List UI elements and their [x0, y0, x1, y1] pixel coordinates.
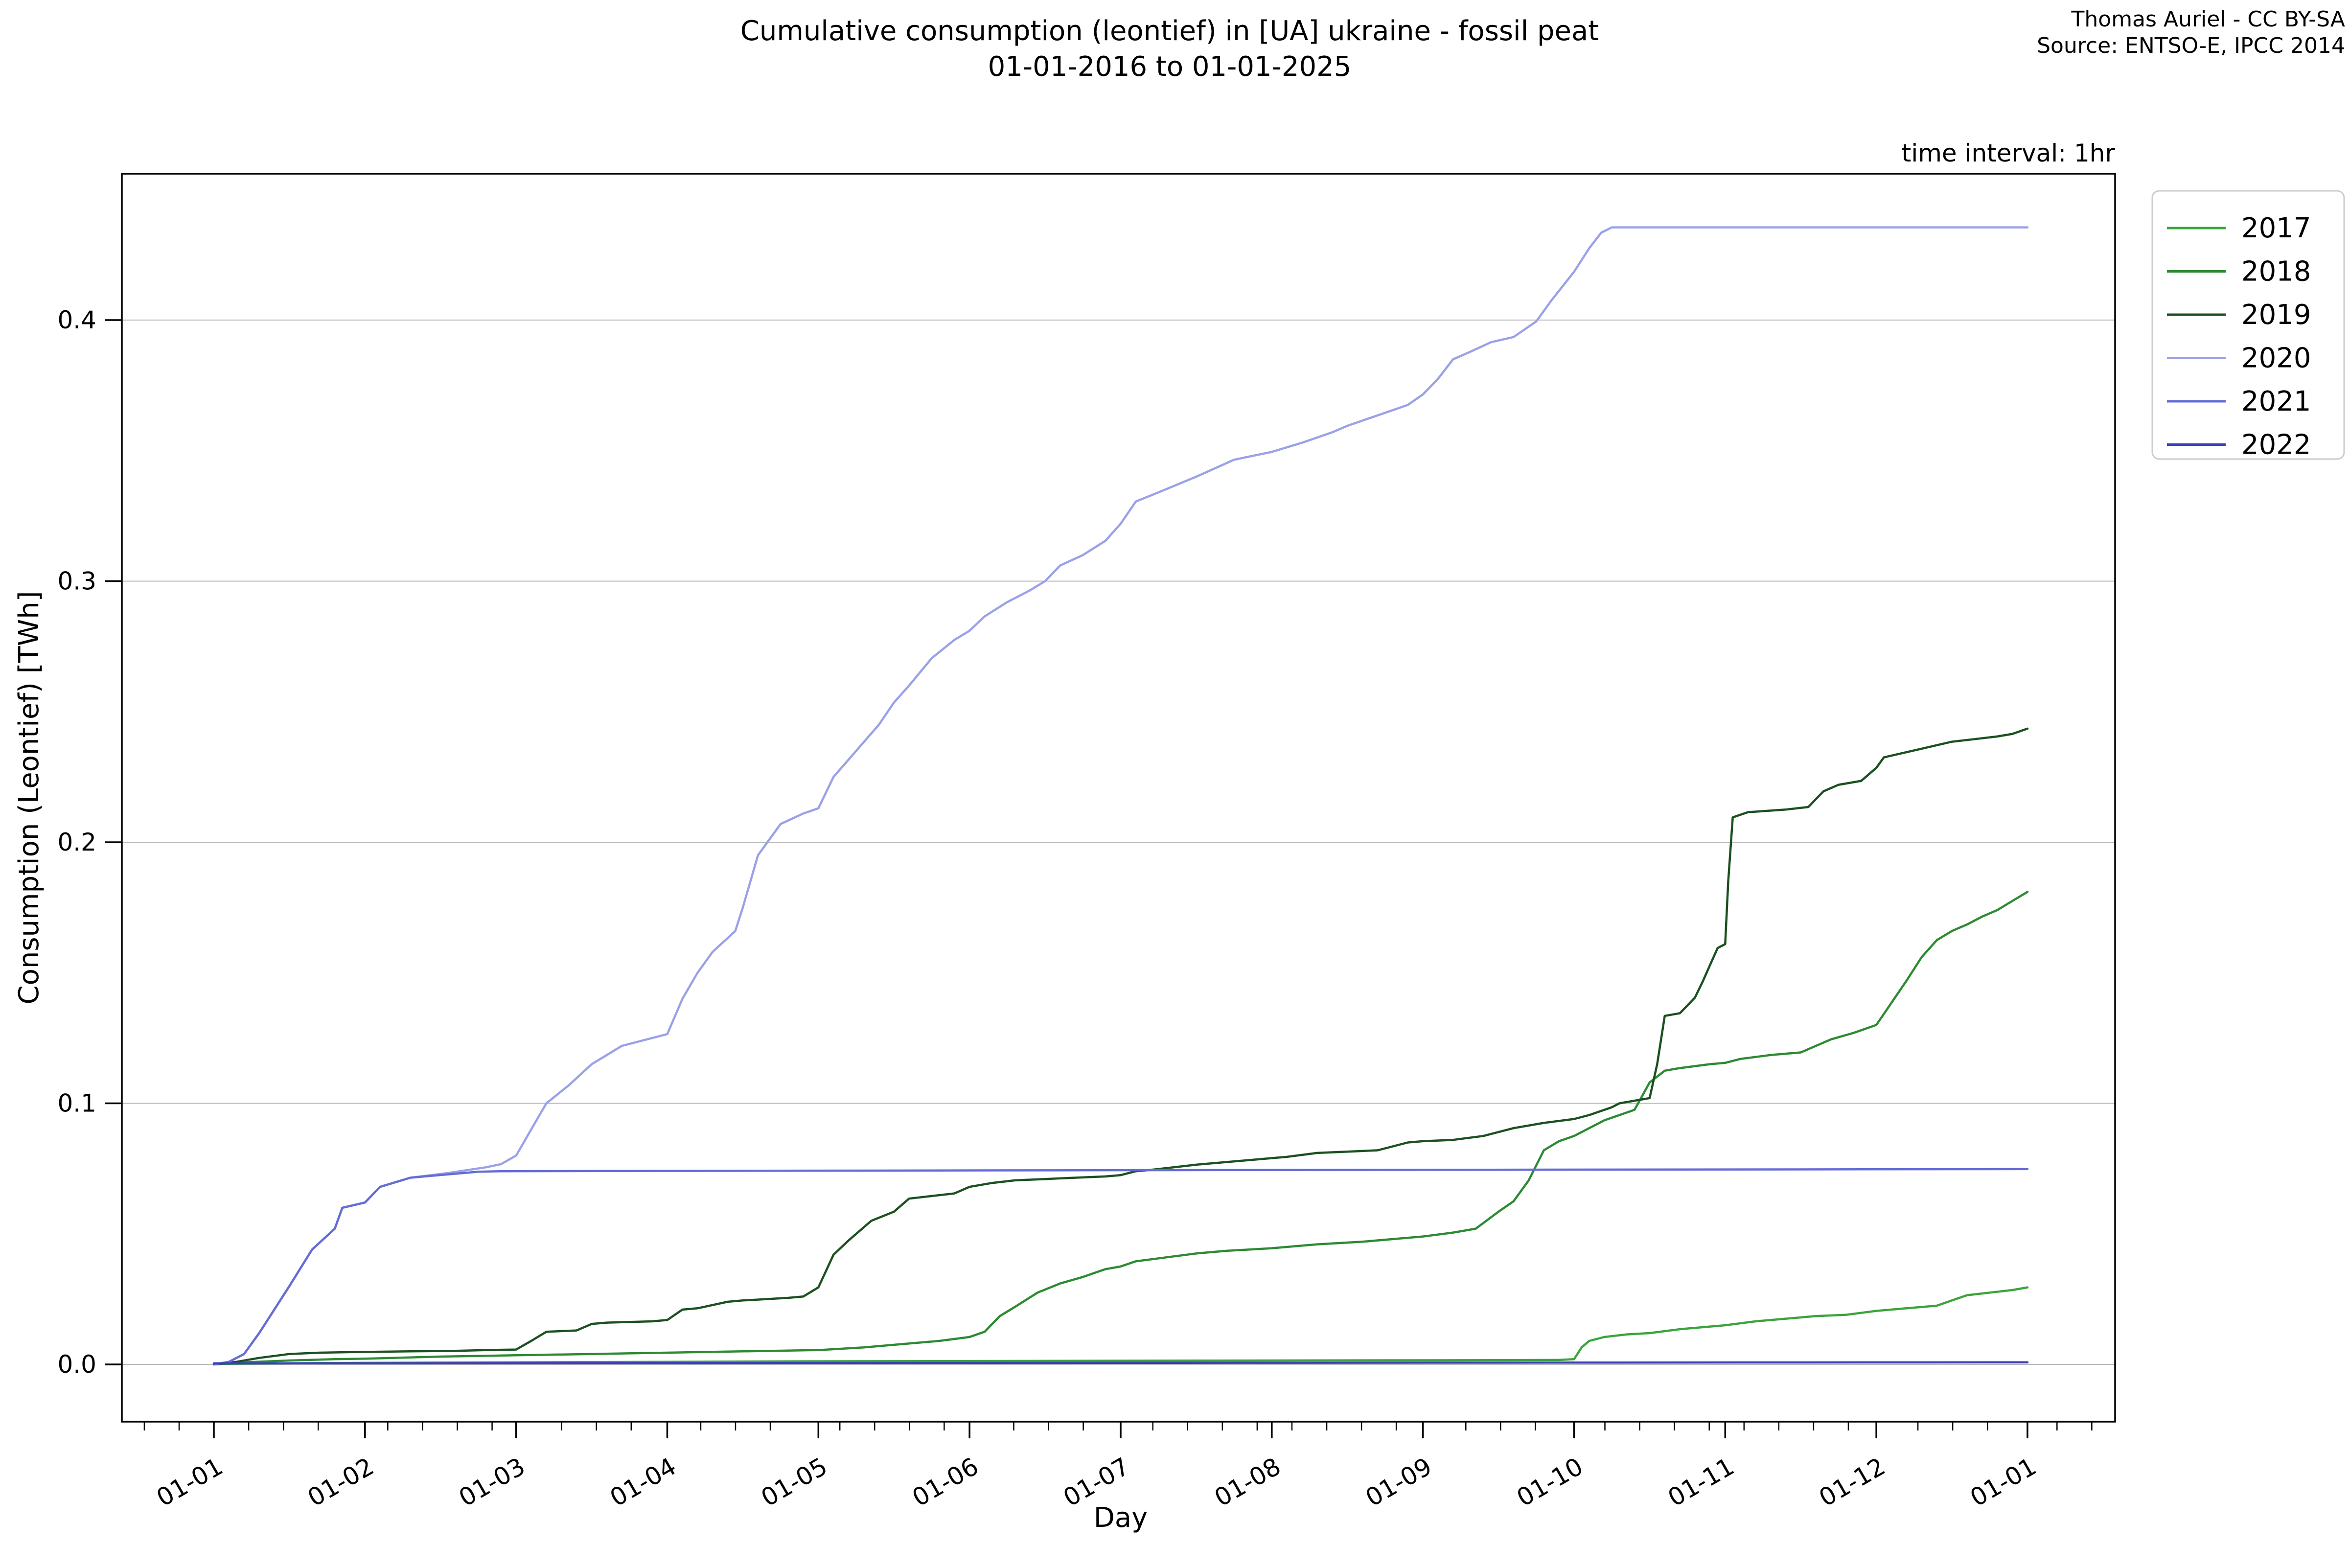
series-line-2017: [212, 1286, 2029, 1365]
series-line-2018: [212, 891, 2029, 1366]
y-tick-label-0.0: 0.0: [57, 1350, 96, 1379]
x-tick-label-10: 01-11: [1663, 1452, 1739, 1512]
legend: 2017 2018 2019 2020 2021 2022: [2151, 190, 2345, 461]
attribution-source: Source: ENTSO-E, IPCC 2014: [2037, 33, 2345, 58]
legend-label-2020: 2020: [2241, 343, 2311, 374]
x-tick-label-1: 01-02: [303, 1452, 379, 1512]
plot-frame: [121, 173, 2116, 1423]
x-tick-label-4: 01-05: [756, 1452, 832, 1512]
legend-box: [2151, 190, 2345, 460]
x-tick-label-8: 01-09: [1361, 1452, 1437, 1512]
y-tick-label-0.4: 0.4: [57, 306, 96, 334]
legend-label-2017: 2017: [2241, 212, 2311, 244]
x-axis-label: Day: [1094, 1502, 1148, 1534]
legend-label-2022: 2022: [2241, 429, 2311, 461]
legend-label-2019: 2019: [2241, 299, 2311, 331]
y-tick-label-0.2: 0.2: [57, 828, 96, 856]
series-line-2021: [212, 1168, 2029, 1366]
y-tick-label-0.1: 0.1: [57, 1089, 96, 1118]
legend-label-2018: 2018: [2241, 256, 2311, 288]
chart-title-line1: Cumulative consumption (leontief) in [UA…: [740, 15, 1599, 47]
x-tick-label-7: 01-08: [1210, 1452, 1286, 1512]
x-tick-label-0: 01-01: [152, 1452, 228, 1512]
data-series: [212, 226, 2029, 1366]
gridlines: [122, 320, 2115, 1365]
x-tick-label-12: 01-01: [1965, 1452, 2041, 1512]
x-tick-label-5: 01-06: [907, 1452, 983, 1512]
legend-label-2021: 2021: [2241, 386, 2311, 417]
chart-title-line2: 01-01-2016 to 01-01-2025: [988, 51, 1352, 83]
y-axis-label: Consumption (Leontief) [TWh]: [13, 591, 45, 1004]
x-tick-label-3: 01-04: [605, 1452, 681, 1512]
series-line-2019: [212, 727, 2029, 1366]
x-tick-label-9: 01-10: [1512, 1452, 1588, 1512]
axis-ticks: 01-01 01-02 01-03 01-04 01-05 01-06 01-07 01-08…: [57, 306, 2093, 1512]
time-interval-note: time interval: 1hr: [1902, 139, 2116, 167]
attribution-author: Thomas Auriel - CC BY-SA: [2071, 7, 2345, 32]
series-line-2020: [212, 226, 2029, 1366]
x-tick-label-2: 01-03: [454, 1452, 530, 1512]
series-line-2022: [212, 1361, 2029, 1365]
y-tick-label-0.3: 0.3: [57, 567, 96, 596]
x-tick-label-11: 01-12: [1814, 1452, 1890, 1512]
